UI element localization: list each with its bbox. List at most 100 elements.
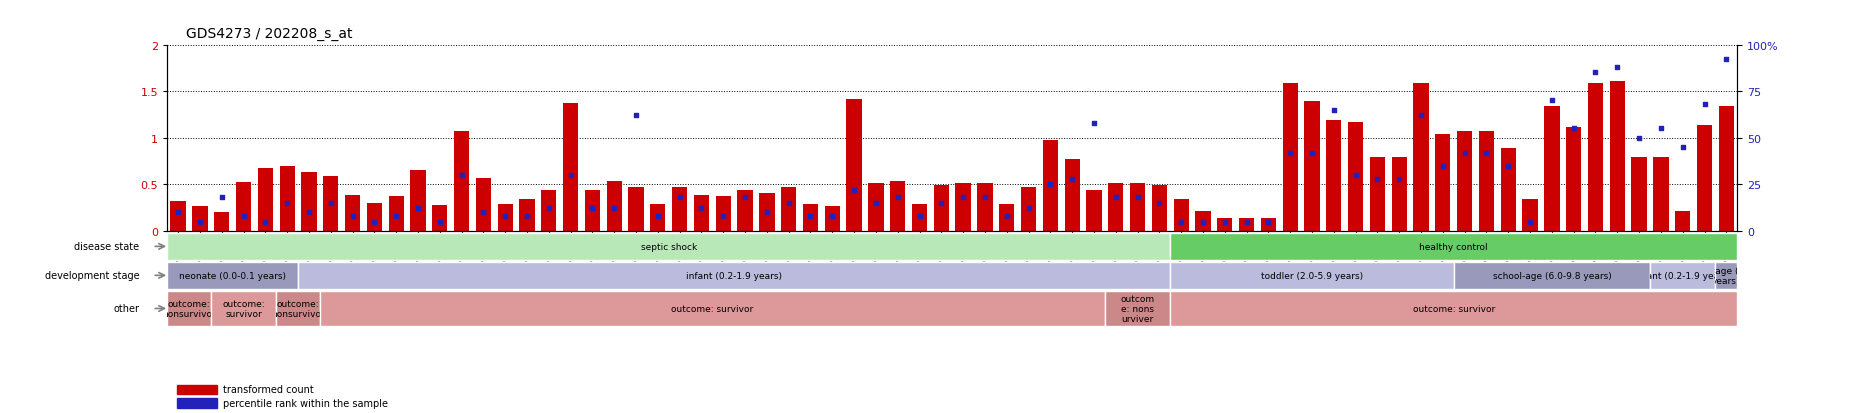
Point [665,195,695,201]
Point [947,195,977,201]
Bar [1174,200,1188,231]
Point [1515,219,1545,225]
Bar [867,184,884,231]
Bar [453,132,470,231]
Point [251,219,280,225]
Bar [890,181,904,231]
Point [904,213,934,220]
Point [687,206,717,212]
Point [1471,150,1500,157]
Point [1187,219,1216,225]
Point [293,209,323,216]
Text: school-age (6.0-9.8 years): school-age (6.0-9.8 years) [1491,271,1610,280]
Point [1122,195,1151,201]
Bar [693,195,709,231]
Point [1231,219,1261,225]
Bar [934,186,949,231]
Bar [176,385,217,394]
Bar [1588,83,1603,231]
Bar [1456,132,1471,231]
Point [620,113,650,119]
Bar [605,181,622,231]
Point [969,195,999,201]
Bar [1042,141,1057,231]
Bar [912,204,927,231]
Text: development stage: development stage [45,271,139,281]
Text: percentile rank within the sample: percentile rank within the sample [223,398,388,408]
Point [1383,176,1413,183]
Point [839,187,869,194]
Point [643,213,672,220]
Point [1318,107,1348,114]
Bar [825,206,839,231]
Bar [1565,128,1580,231]
Bar [1107,184,1123,231]
Bar [1653,158,1668,231]
Bar [585,190,600,231]
Point [1079,120,1109,127]
Point [533,206,563,212]
Point [1101,195,1131,201]
Bar [323,176,338,231]
Bar [760,193,774,231]
Bar [214,213,228,231]
Point [773,200,802,207]
Text: transformed count: transformed count [223,385,314,394]
Bar [1608,82,1625,231]
Bar [1478,132,1493,231]
Bar [1239,218,1253,231]
Bar [176,398,217,408]
Bar [1281,83,1298,231]
Bar [1675,212,1690,231]
Bar [258,169,273,231]
Bar [1261,218,1276,231]
Bar [1630,158,1645,231]
Bar [1695,125,1712,231]
Text: outcome: survivor: outcome: survivor [670,304,754,313]
Bar [1064,160,1079,231]
Bar [520,200,535,231]
Point [163,209,193,216]
Point [425,219,455,225]
Bar [672,188,687,231]
Point [1601,64,1630,71]
Bar [171,202,186,231]
Bar [433,205,448,231]
Point [358,219,388,225]
Point [1493,163,1523,170]
Point [513,213,542,220]
Bar [628,188,643,231]
Point [708,213,737,220]
Point [1274,150,1304,157]
Bar [802,204,817,231]
Bar [301,173,316,231]
Bar [191,206,208,231]
Bar [715,197,730,231]
Text: outcome:
nonsurvivor: outcome: nonsurvivor [271,299,325,318]
Point [1057,176,1086,183]
Bar [410,171,425,231]
Text: school-age (6.0-9.8
years): school-age (6.0-9.8 years) [1682,266,1770,285]
Point [1341,172,1370,179]
Bar [1369,158,1383,231]
Bar [999,204,1014,231]
Bar [1326,121,1341,231]
Point [1428,163,1458,170]
Point [882,195,912,201]
Point [1558,126,1588,132]
Point [228,213,258,220]
Bar [366,204,383,231]
Point [1296,150,1326,157]
Point [1406,113,1435,119]
Text: septic shock: septic shock [641,242,696,251]
Bar [977,184,992,231]
Text: neonate (0.0-0.1 years): neonate (0.0-0.1 years) [178,271,286,280]
Bar [1151,186,1166,231]
Point [490,213,520,220]
Point [1688,102,1718,108]
Point [468,209,498,216]
Bar [498,204,513,231]
Point [927,200,956,207]
Point [1448,150,1478,157]
Bar [650,204,665,231]
